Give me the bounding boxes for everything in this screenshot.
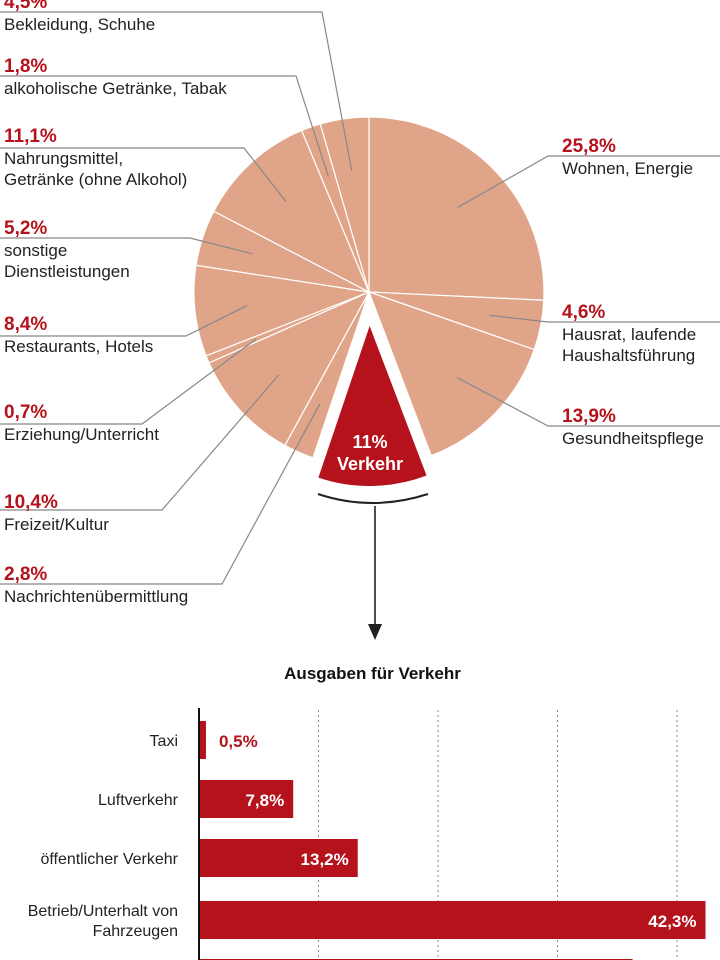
pie-slice-category: Erziehung/Unterricht bbox=[4, 425, 159, 444]
pie-slice-pct: 8,4% bbox=[4, 314, 48, 335]
pie-slice-category: Freizeit/Kultur bbox=[4, 515, 109, 534]
pie-slice-pct: 0,7% bbox=[4, 402, 48, 423]
bar-value-label: 13,2% bbox=[301, 850, 349, 869]
bar-category-label: Betrieb/Unterhalt von Fahrzeugen bbox=[28, 903, 178, 940]
bar-value-label: 42,3% bbox=[648, 912, 696, 931]
bar-chart-title: Ausgaben für Verkehr bbox=[284, 664, 461, 683]
pie-slice-label: 13,9% Gesundheitspflege bbox=[562, 406, 704, 449]
leader-line bbox=[0, 237, 253, 255]
pie-slice-pct: 13,9% bbox=[562, 406, 616, 427]
bar bbox=[200, 901, 706, 939]
pie-slice-label: 11,1% Nahrungsmittel, Getränke (ohne Alko… bbox=[4, 126, 187, 190]
bar-category-label: Luftverkehr bbox=[98, 792, 179, 809]
pie-slice-label: 4,5% Bekleidung, Schuhe bbox=[4, 0, 155, 35]
bar bbox=[200, 721, 206, 759]
pie-slice-label: 8,4% Restaurants, Hotels bbox=[4, 314, 153, 357]
pie-slice-label: 1,8% alkoholische Getränke, Tabak bbox=[4, 56, 227, 99]
bar bbox=[200, 839, 358, 877]
pie-slice-category: Bekleidung, Schuhe bbox=[4, 15, 156, 34]
pie-slice-category: Wohnen, Energie bbox=[562, 159, 694, 178]
leader-line bbox=[489, 314, 720, 323]
pie-slice-pct: 25,8% bbox=[562, 136, 616, 157]
pie-slice-label: 25,8% Wohnen, Energie bbox=[562, 136, 693, 179]
pie-slice-label: 5,2% sonstige Dienstleistungen bbox=[4, 218, 130, 282]
pie-slice-category: alkoholische Getränke, Tabak bbox=[4, 79, 227, 98]
pie-slice-pct: 11,1% bbox=[4, 126, 57, 147]
leader-line bbox=[0, 147, 287, 203]
leader-line bbox=[0, 75, 329, 177]
pie-slice bbox=[318, 325, 427, 486]
pie-slice-pct: 1,8% bbox=[4, 56, 48, 77]
pie-slice-label: 0,7% Erziehung/Unterricht bbox=[4, 402, 159, 445]
pie-slice bbox=[368, 116, 545, 301]
bar-chart: Taxi 0,5% Luftverkehr 7,8% öffentlicher Verk… bbox=[28, 708, 706, 960]
bar-category-label: öffentlicher Verkehr bbox=[40, 851, 178, 868]
pie-slice-category: Nachrichtenübermittlung bbox=[4, 587, 189, 606]
pie-slice-category: Hausrat, laufende Haushaltsführung bbox=[562, 325, 697, 365]
pie-slice-pct: 5,2% bbox=[4, 218, 48, 239]
pie-slice-category: Gesundheitspflege bbox=[562, 429, 704, 448]
pie-slice bbox=[212, 129, 371, 294]
pie-slice-pct: 4,5% bbox=[4, 0, 48, 13]
leader-line bbox=[0, 374, 280, 511]
leader-line bbox=[0, 304, 248, 337]
leader-line bbox=[457, 155, 720, 208]
leader-line bbox=[456, 376, 720, 427]
pie-slice bbox=[208, 290, 371, 447]
bar-value-label: 0,5% bbox=[219, 732, 258, 751]
bar bbox=[200, 780, 294, 818]
highlight-bracket bbox=[317, 493, 429, 504]
leader-line bbox=[0, 403, 321, 585]
highlight-slice-pct: 11% bbox=[352, 432, 387, 452]
leader-line bbox=[0, 11, 353, 171]
pie-slice-label: 2,8% Nachrichtenübermittlung bbox=[4, 564, 188, 607]
leader-line bbox=[0, 338, 257, 425]
pie-slice-category: sonstige Dienstleistungen bbox=[4, 241, 130, 281]
pie-slice bbox=[319, 116, 370, 293]
pie-chart: 11%Verkehr bbox=[0, 11, 720, 640]
pie-slice bbox=[367, 291, 536, 457]
pie-slice-category: Nahrungsmittel, Getränke (ohne Alkohol) bbox=[4, 149, 188, 189]
highlight-slice-label: Verkehr bbox=[337, 454, 403, 474]
pie-slice-label: 10,4% Freizeit/Kultur bbox=[4, 492, 109, 535]
pie-slice-category: Restaurants, Hotels bbox=[4, 337, 154, 356]
pie-slice bbox=[193, 264, 372, 357]
pie-slice-pct: 2,8% bbox=[4, 564, 48, 585]
pie-slice-label: 4,6% Hausrat, laufende Haushaltsführung bbox=[562, 302, 696, 366]
drilldown-arrowhead bbox=[368, 624, 382, 640]
pie-slice-pct: 4,6% bbox=[562, 302, 606, 323]
bar-category-label: Taxi bbox=[150, 733, 178, 750]
bar-value-label: 7,8% bbox=[245, 791, 284, 810]
pie-slice-pct: 10,4% bbox=[4, 492, 58, 513]
